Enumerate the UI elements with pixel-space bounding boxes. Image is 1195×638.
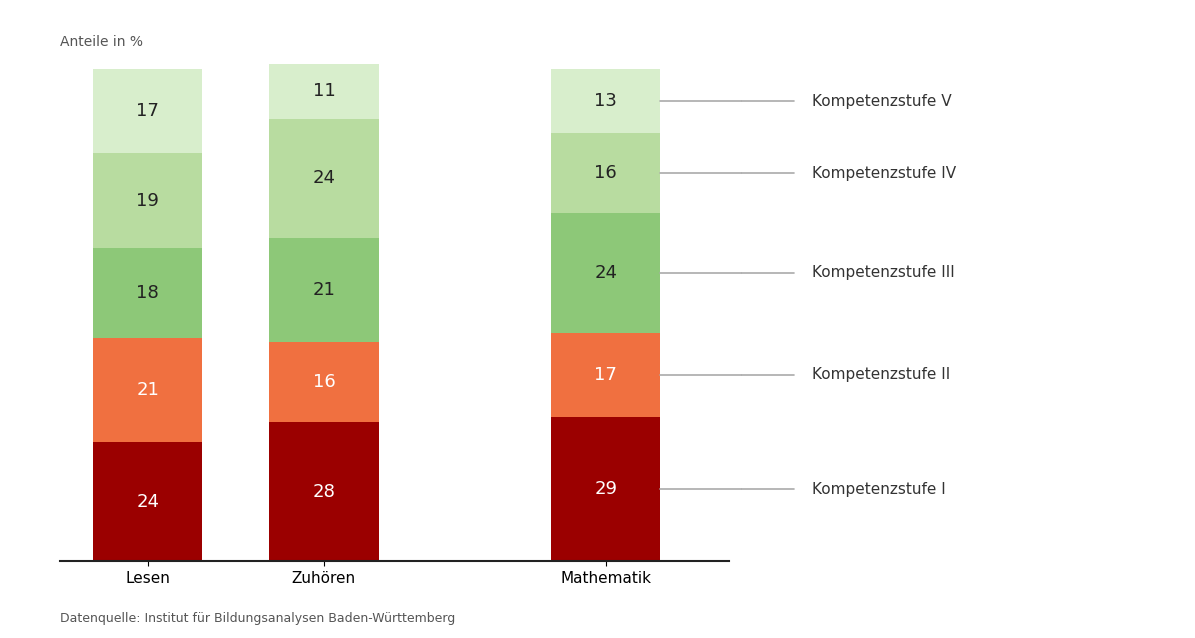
Text: 24: 24 xyxy=(594,263,617,282)
Text: Datenquelle: Institut für Bildungsanalysen Baden-Württemberg: Datenquelle: Institut für Bildungsanalys… xyxy=(60,612,455,625)
Text: 24: 24 xyxy=(136,493,159,511)
Bar xyxy=(269,238,379,343)
Text: 28: 28 xyxy=(312,483,336,501)
Bar xyxy=(551,133,661,213)
Text: 17: 17 xyxy=(136,102,159,120)
Bar xyxy=(551,417,661,561)
Text: Kompetenzstufe V: Kompetenzstufe V xyxy=(811,94,951,108)
Bar xyxy=(551,69,661,133)
Text: 24: 24 xyxy=(312,169,336,188)
Bar xyxy=(269,422,379,561)
Text: 21: 21 xyxy=(136,381,159,399)
Bar xyxy=(93,153,202,248)
Text: Kompetenzstufe II: Kompetenzstufe II xyxy=(811,367,950,382)
Text: Kompetenzstufe IV: Kompetenzstufe IV xyxy=(811,166,956,181)
Text: 13: 13 xyxy=(594,92,617,110)
Text: Kompetenzstufe III: Kompetenzstufe III xyxy=(811,265,955,280)
Text: Anteile in %: Anteile in % xyxy=(60,35,142,49)
Bar xyxy=(269,343,379,422)
Text: Kompetenzstufe I: Kompetenzstufe I xyxy=(811,482,945,497)
Bar xyxy=(551,332,661,417)
Text: 18: 18 xyxy=(136,284,159,302)
Text: 16: 16 xyxy=(313,373,336,391)
Text: 21: 21 xyxy=(312,281,336,299)
Text: 29: 29 xyxy=(594,480,617,498)
Bar xyxy=(93,69,202,153)
Text: 19: 19 xyxy=(136,191,159,210)
Text: 16: 16 xyxy=(594,164,617,182)
Bar xyxy=(93,442,202,561)
Text: 17: 17 xyxy=(594,366,617,384)
Bar xyxy=(93,248,202,338)
Bar xyxy=(269,64,379,119)
Bar xyxy=(551,213,661,332)
Bar xyxy=(93,338,202,442)
Text: 11: 11 xyxy=(313,82,336,100)
Bar xyxy=(269,119,379,238)
